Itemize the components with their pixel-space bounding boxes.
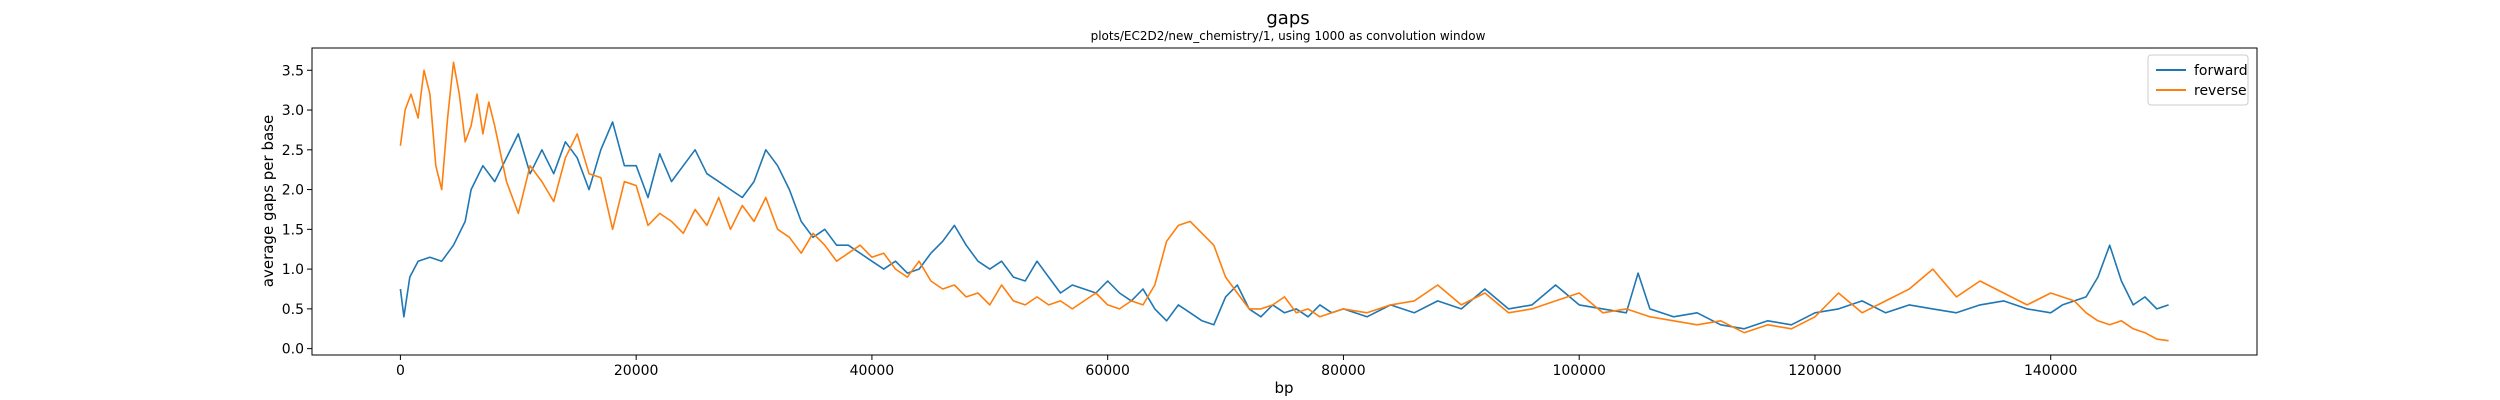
y-tick-label: 1.5 xyxy=(282,222,304,238)
y-tick-label: 1.0 xyxy=(282,262,304,278)
x-tick-label: 140000 xyxy=(2024,363,2077,379)
x-tick-label: 60000 xyxy=(1085,363,1130,379)
y-axis-title: average gaps per base xyxy=(259,115,277,287)
x-axis: 0 20000 40000 60000 80000 100000 120000 140000 xyxy=(396,355,2077,379)
series-layer xyxy=(399,61,2169,342)
x-tick-label: 80000 xyxy=(1321,363,1366,379)
series-line-reverse xyxy=(399,61,2169,342)
y-tick-label: 2.0 xyxy=(282,183,304,199)
x-tick-label: 40000 xyxy=(850,363,895,379)
y-tick-label: 3.0 xyxy=(282,103,304,119)
legend: forward reverse xyxy=(2147,54,2249,106)
x-tick-label: 20000 xyxy=(614,363,659,379)
y-tick-label: 0.5 xyxy=(282,302,304,318)
x-tick-label: 0 xyxy=(396,363,405,379)
legend-label-reverse: reverse xyxy=(2194,83,2247,99)
y-tick-label: 3.5 xyxy=(282,63,304,79)
legend-items: forward reverse xyxy=(2156,63,2248,99)
chart-title: gaps xyxy=(1266,8,1309,29)
plot-frame xyxy=(311,47,2258,356)
series-line-forward xyxy=(399,121,2169,330)
y-tick-label: 0.0 xyxy=(282,342,304,358)
y-axis: 0.0 0.5 1.0 1.5 2.0 2.5 3.0 3.5 xyxy=(282,63,312,358)
plot-area xyxy=(311,47,2258,356)
chart-subtitle: plots/EC2D2/new_chemistry/1, using 1000 … xyxy=(1091,29,1486,43)
x-tick-label: 100000 xyxy=(1552,363,1605,379)
legend-label-forward: forward xyxy=(2194,63,2248,79)
y-tick-label: 2.5 xyxy=(282,143,304,159)
x-axis-title: bp xyxy=(1274,379,1293,397)
x-tick-label: 120000 xyxy=(1788,363,1841,379)
legend-box xyxy=(2147,54,2249,106)
